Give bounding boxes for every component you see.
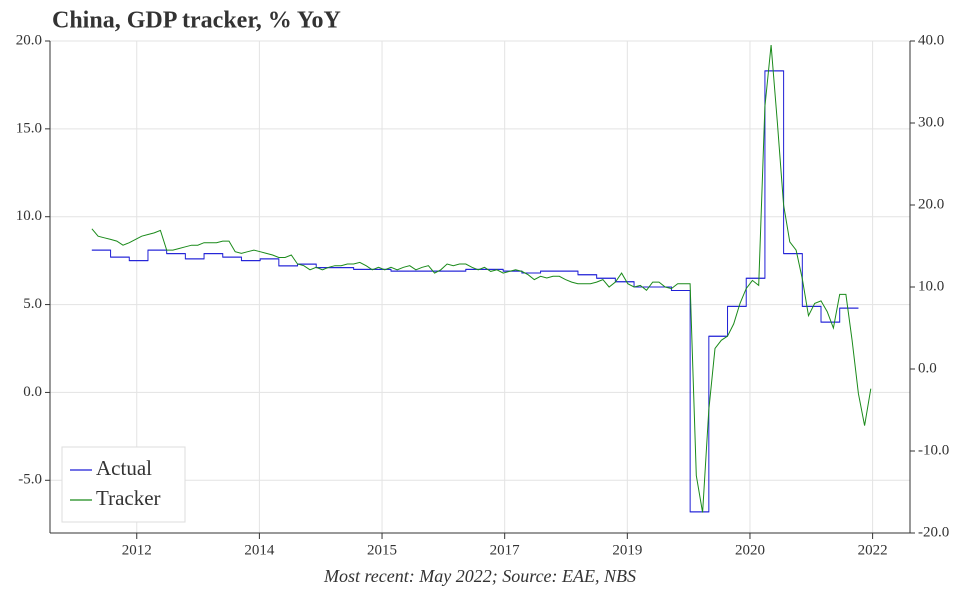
step-risers bbox=[91, 70, 859, 513]
legend-label: Actual bbox=[96, 456, 152, 480]
line bbox=[91, 45, 872, 513]
legend-label: Tracker bbox=[96, 486, 161, 510]
y-tick-label: 10.0 bbox=[16, 208, 42, 224]
y-tick-label: 5.0 bbox=[23, 296, 42, 312]
y2-tick-label: 30.0 bbox=[918, 114, 944, 130]
y2-tick-label: 10.0 bbox=[918, 278, 944, 294]
y2-tick-label: 0.0 bbox=[918, 360, 937, 376]
x-tick-label: 2019 bbox=[612, 542, 642, 558]
y2-tick-label: 20.0 bbox=[918, 196, 944, 212]
y-tick-label: 15.0 bbox=[16, 120, 42, 136]
y-tick-label: -5.0 bbox=[18, 472, 42, 488]
caption: Most recent: May 2022; Source: EAE, NBS bbox=[323, 566, 636, 586]
x-tick-label: 2022 bbox=[858, 542, 888, 558]
x-tick-label: 2014 bbox=[244, 542, 275, 558]
x-tick-label: 2020 bbox=[735, 542, 765, 558]
y-tick-label: 0.0 bbox=[23, 384, 42, 400]
x-tick-label: 2012 bbox=[122, 542, 152, 558]
legend-box bbox=[61, 446, 186, 523]
y2-tick-label: -20.0 bbox=[918, 524, 949, 540]
x-tick-label: 2017 bbox=[490, 542, 521, 558]
y2-tick-label: -10.0 bbox=[918, 442, 949, 458]
x-tick-label: 2015 bbox=[367, 542, 397, 558]
y-tick-label: 20.0 bbox=[16, 32, 42, 48]
chart-title: China, GDP tracker, % YoY bbox=[52, 8, 341, 34]
y2-tick-label: 40.0 bbox=[918, 32, 944, 48]
